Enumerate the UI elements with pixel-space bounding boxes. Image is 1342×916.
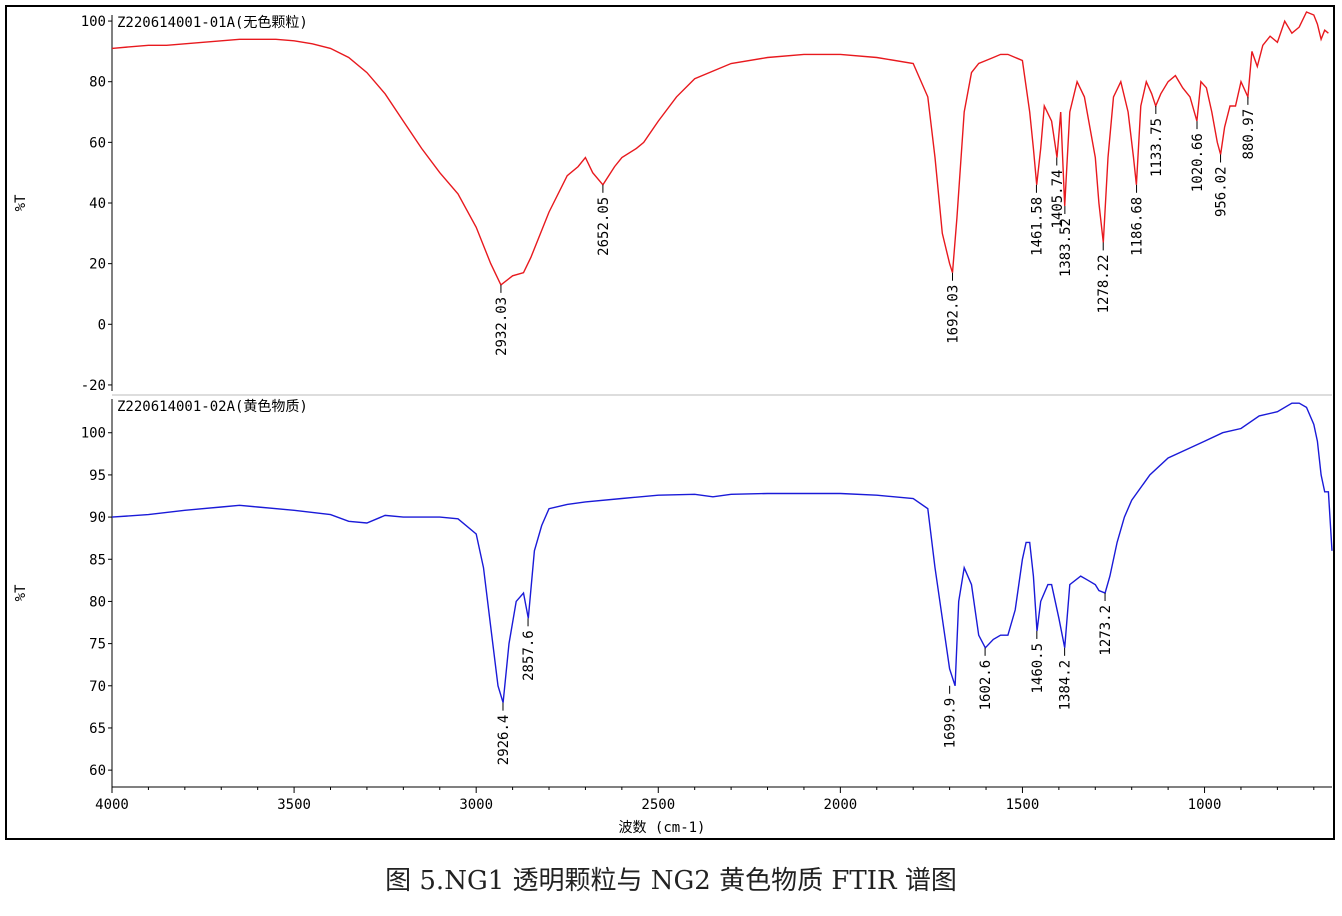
series-title: Z220614001-01A(无色颗粒) — [117, 14, 308, 31]
peak-label: 2932.03 — [494, 297, 510, 356]
y-tick-label: 75 — [89, 637, 106, 653]
y-tick-label: 20 — [89, 257, 106, 273]
x-tick-label: 2500 — [641, 797, 675, 813]
x-tick-label: 4000 — [95, 797, 129, 813]
x-tick-label: 3500 — [277, 797, 311, 813]
x-tick-label: 3000 — [459, 797, 493, 813]
y-tick-label: 0 — [98, 317, 106, 333]
ftir-chart: 100 80 60 40 20 0 -20 %T Z220614001-01A(无色颗粒) 293… — [13, 11, 1333, 836]
peak-label: 2652.05 — [596, 197, 612, 256]
x-tick-label: 1500 — [1006, 797, 1040, 813]
y-tick-label: 60 — [89, 135, 106, 151]
y-tick-label: 100 — [81, 426, 106, 442]
y-tick-label: 40 — [89, 196, 106, 212]
peak-label: 2857.6 — [521, 630, 537, 681]
x-tick-label: 1000 — [1188, 797, 1222, 813]
y-tick-label: 95 — [89, 468, 106, 484]
peak-label: 1133.75 — [1149, 118, 1165, 177]
peak-label: 1278.22 — [1096, 254, 1112, 313]
y-tick-label: 90 — [89, 510, 106, 526]
peak-label: 880.97 — [1241, 109, 1257, 160]
y-tick-label: 65 — [89, 721, 106, 737]
peak-label: 1461.58 — [1029, 197, 1045, 256]
spectrum-line — [111, 402, 1333, 703]
bottom-spectrum-panel: 100 95 90 85 80 75 70 65 60 %T Z220614001-02A(黄色物质… — [13, 398, 1333, 787]
top-spectrum-panel: 100 80 60 40 20 0 -20 %T Z220614001-01A(无色颗粒) 293… — [13, 11, 1332, 396]
y-tick-label: 80 — [89, 75, 106, 91]
peak-label: 1273.2 — [1098, 605, 1114, 656]
peak-label: 1405.74 — [1050, 170, 1066, 229]
y-axis-title: %T — [13, 194, 29, 211]
y-tick-label: 85 — [89, 552, 106, 568]
peak-label: 956.02 — [1214, 166, 1230, 217]
y-tick-label: 100 — [81, 14, 106, 30]
y-tick-label: -20 — [81, 378, 106, 394]
x-axis: 4000 3500 3000 2500 2000 1500 1000 波数 (cm-1) — [95, 786, 1332, 836]
ftir-chart-frame: 100 80 60 40 20 0 -20 %T Z220614001-01A(无色颗粒) 293… — [5, 5, 1335, 840]
peak-label: 1692.03 — [946, 285, 962, 344]
x-axis-title: 波数 (cm-1) — [618, 820, 705, 836]
y-tick-label: 70 — [89, 679, 106, 695]
series-title: Z220614001-02A(黄色物质) — [117, 398, 308, 415]
peak-label: 1460.5 — [1030, 643, 1046, 694]
peak-label: 2926.4 — [496, 715, 512, 766]
peak-label: 1383.52 — [1058, 218, 1074, 277]
peak-label: 1020.66 — [1190, 133, 1206, 192]
peak-label: 1699.9 — [943, 698, 959, 749]
figure-caption: 图 5.NG1 透明颗粒与 NG2 黄色物质 FTIR 谱图 — [385, 866, 957, 896]
spectrum-line — [111, 11, 1329, 286]
peak-label: 1602.6 — [978, 660, 994, 711]
y-tick-label: 60 — [89, 763, 106, 779]
peak-label: 1186.68 — [1130, 197, 1146, 256]
y-tick-label: 80 — [89, 594, 106, 610]
x-tick-label: 2000 — [823, 797, 857, 813]
y-axis-title: %T — [13, 584, 29, 601]
peak-label: 1384.2 — [1058, 660, 1074, 711]
